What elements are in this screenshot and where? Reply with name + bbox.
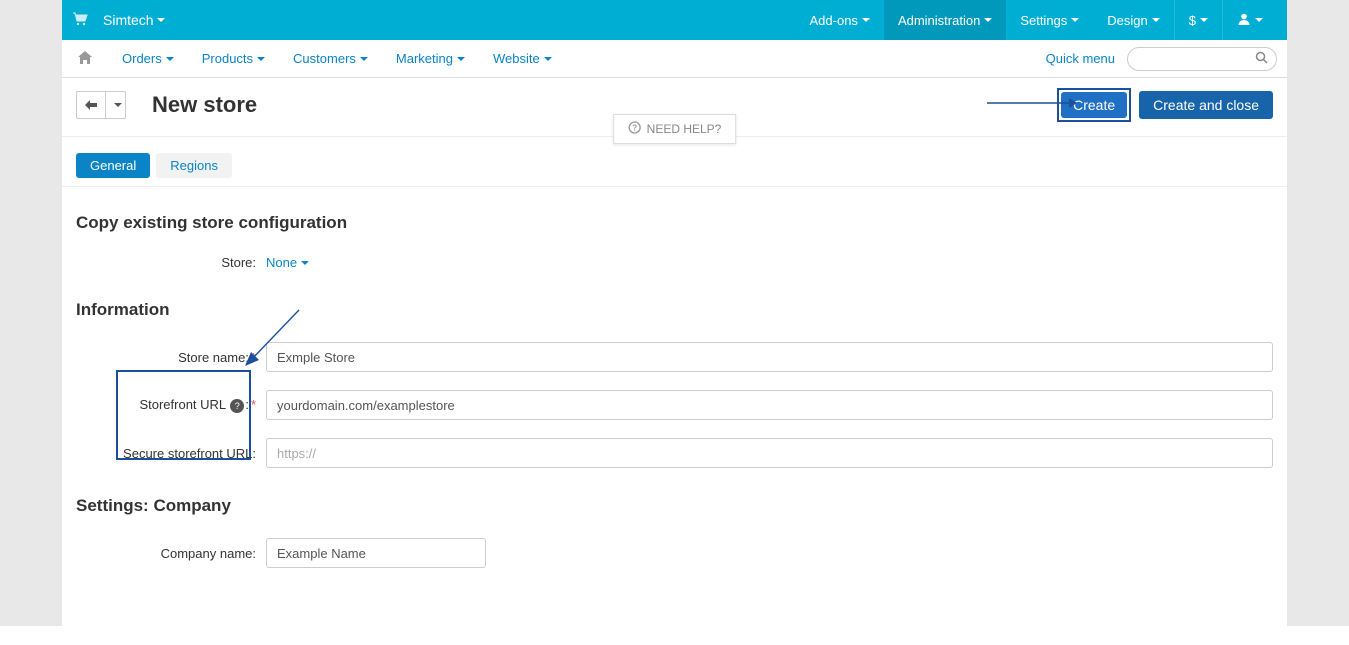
nav-administration-label: Administration: [898, 13, 980, 28]
menu-marketing-label: Marketing: [396, 51, 453, 66]
nav-currency[interactable]: $: [1175, 0, 1222, 40]
input-store-name[interactable]: [266, 342, 1273, 372]
row-store-copy: Store: None: [76, 255, 1273, 270]
cart-icon: [72, 12, 88, 29]
create-button-highlight: Create: [1057, 88, 1131, 122]
brand-selector[interactable]: Simtech: [103, 12, 165, 28]
section-info-heading: Information: [76, 300, 1273, 320]
brand-label: Simtech: [103, 12, 154, 28]
nav-design-label: Design: [1107, 13, 1147, 28]
nav-design[interactable]: Design: [1093, 0, 1173, 40]
label-secure-url: Secure storefront URL:: [76, 446, 266, 461]
search-box: [1127, 47, 1277, 71]
topbar: Simtech Add-ons Administration Settings …: [62, 0, 1287, 40]
quick-menu-link[interactable]: Quick menu: [1046, 51, 1115, 66]
create-and-close-button[interactable]: Create and close: [1139, 91, 1273, 119]
chevron-down-icon: [301, 261, 309, 265]
menu-orders[interactable]: Orders: [108, 40, 188, 78]
arrow-left-icon: [85, 100, 97, 110]
store-copy-dropdown[interactable]: None: [266, 255, 1273, 270]
nav-settings-label: Settings: [1020, 13, 1067, 28]
help-icon: ?: [628, 121, 641, 137]
menu-customers[interactable]: Customers: [279, 40, 382, 78]
titlebar: New store Create Create and close ? NEED…: [62, 78, 1287, 137]
input-secure-url[interactable]: [266, 438, 1273, 468]
required-mark: *: [251, 397, 256, 412]
nav-currency-label: $: [1189, 13, 1196, 28]
chevron-down-icon: [1200, 18, 1208, 22]
menu-orders-label: Orders: [122, 51, 162, 66]
nav-settings[interactable]: Settings: [1006, 0, 1093, 40]
user-icon: [1237, 12, 1251, 29]
tabs: General Regions: [62, 137, 1287, 187]
input-company-name[interactable]: [266, 538, 486, 568]
menu-marketing[interactable]: Marketing: [382, 40, 479, 78]
need-help-tooltip[interactable]: ? NEED HELP?: [613, 114, 737, 144]
chevron-down-icon: [1152, 18, 1160, 22]
nav-administration[interactable]: Administration: [884, 0, 1006, 40]
search-icon[interactable]: [1255, 51, 1269, 68]
home-icon[interactable]: [72, 51, 98, 67]
label-store-name: Store name:*: [76, 350, 266, 365]
help-icon[interactable]: ?: [230, 399, 244, 413]
section-company-heading: Settings: Company: [76, 496, 1273, 516]
page-title: New store: [152, 92, 257, 118]
section-copy-heading: Copy existing store configuration: [76, 213, 1273, 233]
chevron-down-icon: [257, 57, 265, 61]
row-company-name: Company name:: [76, 538, 1273, 568]
input-storefront-url[interactable]: [266, 390, 1273, 420]
svg-text:?: ?: [632, 124, 637, 133]
row-store-name: Store name:*: [76, 342, 1273, 372]
subnav: Orders Products Customers Marketing Webs…: [62, 40, 1287, 78]
chevron-down-icon: [1071, 18, 1079, 22]
tab-regions[interactable]: Regions: [156, 153, 232, 178]
label-storefront-url: Storefront URL ?:*: [76, 397, 266, 413]
need-help-label: NEED HELP?: [647, 122, 722, 136]
nav-user[interactable]: [1223, 0, 1277, 40]
back-dropdown-button[interactable]: [106, 91, 126, 119]
chevron-down-icon: [166, 57, 174, 61]
chevron-down-icon: [862, 18, 870, 22]
menu-products-label: Products: [202, 51, 253, 66]
back-button-group: [76, 91, 126, 119]
tab-general[interactable]: General: [76, 153, 150, 178]
nav-addons-label: Add-ons: [810, 13, 858, 28]
row-storefront-url: Storefront URL ?:*: [76, 390, 1273, 420]
chevron-down-icon: [984, 18, 992, 22]
content: Copy existing store configuration Store:…: [62, 187, 1287, 626]
menu-customers-label: Customers: [293, 51, 356, 66]
chevron-down-icon: [360, 57, 368, 61]
create-button[interactable]: Create: [1061, 92, 1127, 118]
row-secure-url: Secure storefront URL:: [76, 438, 1273, 468]
chevron-down-icon: [114, 103, 122, 107]
nav-addons[interactable]: Add-ons: [796, 0, 884, 40]
menu-products[interactable]: Products: [188, 40, 279, 78]
chevron-down-icon: [544, 57, 552, 61]
store-copy-value: None: [266, 255, 297, 270]
required-mark: *: [251, 350, 256, 365]
chevron-down-icon: [157, 18, 165, 22]
label-store-copy: Store:: [76, 255, 266, 270]
back-button[interactable]: [76, 91, 106, 119]
label-company-name: Company name:: [76, 546, 266, 561]
menu-website-label: Website: [493, 51, 540, 66]
chevron-down-icon: [457, 57, 465, 61]
menu-website[interactable]: Website: [479, 40, 566, 78]
chevron-down-icon: [1255, 18, 1263, 22]
